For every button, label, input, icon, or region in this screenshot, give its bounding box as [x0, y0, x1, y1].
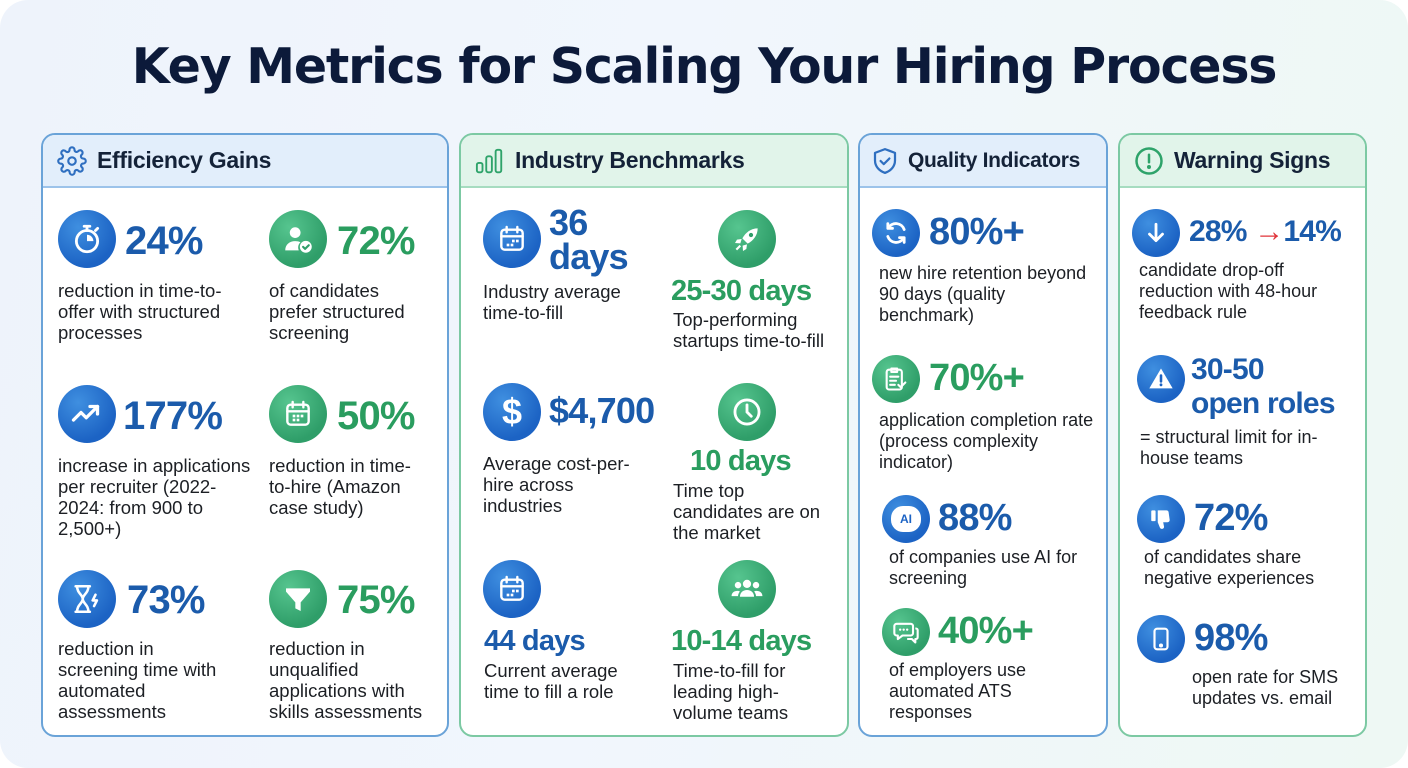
- calendar-icon: [483, 210, 541, 268]
- metric-value: 75%: [337, 578, 415, 622]
- metric-value-from: 28%: [1189, 215, 1247, 248]
- metric-description: Time-to-fill for leading high-volume tea…: [673, 660, 789, 723]
- metric-value: 72%: [1194, 497, 1268, 539]
- metric-description: open rate for SMS updates vs. email: [1192, 667, 1339, 708]
- metric-description: application completion rate (process com…: [879, 410, 1094, 472]
- metric-value-unit: open roles: [1191, 387, 1336, 420]
- clipboard-check-icon: [872, 355, 920, 403]
- panel-efficiency-gains: Efficiency Gains 24% reduction in time-t…: [41, 133, 449, 737]
- hourglass-bolt-icon: [58, 570, 116, 628]
- panel-header: Industry Benchmarks: [461, 135, 847, 188]
- shield-check-icon: [870, 146, 900, 176]
- panel-heading: Warning Signs: [1174, 147, 1331, 173]
- metric-value: 50%: [337, 394, 415, 438]
- metric-value: $4,700: [549, 390, 655, 431]
- warning-icon: [1137, 355, 1185, 403]
- calendar-icon: [483, 560, 541, 618]
- phone-icon: [1137, 615, 1185, 663]
- metric-value: 40%+: [938, 610, 1034, 652]
- metric-description: = structural limit for in-house teams: [1140, 427, 1318, 468]
- metric-description: reduction in screening time with automat…: [58, 638, 217, 722]
- metric-description: reduction in time-to-offer with structur…: [58, 280, 222, 343]
- metric-value: 28% →14%: [1189, 215, 1342, 249]
- metric-description: candidate drop-off reduction with 48-hou…: [1139, 260, 1318, 322]
- metric-description: increase in applications per recruiter (…: [58, 455, 251, 539]
- metric-description: Top-performing startups time-to-fill: [673, 309, 825, 351]
- metric-value: 80%+: [929, 211, 1025, 253]
- funnel-icon: [269, 570, 327, 628]
- page-title: Key Metrics for Scaling Your Hiring Proc…: [131, 38, 1278, 95]
- gear-icon: [57, 145, 87, 176]
- metric-description: of candidates share negative experiences: [1144, 547, 1315, 588]
- metric-value-unit: days: [549, 236, 629, 277]
- metric-description: of companies use AI for screening: [889, 547, 1078, 588]
- metric-description: Average cost-per-hire across industries: [483, 453, 630, 516]
- metric-value: 70%+: [929, 357, 1025, 399]
- metric-description: Time top candidates are on the market: [673, 480, 821, 543]
- metric-value: 10-14 days: [671, 625, 812, 657]
- metric-value: 25-30 days: [671, 275, 812, 307]
- arrow-down-icon: [1132, 209, 1180, 257]
- thumbs-down-icon: [1137, 495, 1185, 543]
- metric-value: 72%: [337, 219, 415, 263]
- metric-value: 88%: [938, 497, 1012, 539]
- metric-value: 24%: [125, 219, 203, 263]
- metric-value-to: 14%: [1283, 215, 1342, 248]
- panel-heading: Industry Benchmarks: [515, 147, 745, 173]
- metric-description: new hire retention beyond 90 days (quali…: [879, 263, 1087, 325]
- stopwatch-icon: [58, 210, 116, 268]
- metric-value: 36: [549, 202, 588, 243]
- refresh-icon: [872, 209, 920, 257]
- panel-header: Quality Indicators: [860, 135, 1106, 188]
- panel-warning-signs: Warning Signs 28% →14% candidate drop-of…: [1118, 133, 1367, 737]
- calendar-icon: [269, 385, 327, 443]
- rocket-icon: [718, 210, 776, 268]
- metric-value: 98%: [1194, 617, 1268, 659]
- alert-circle-icon: [1134, 146, 1164, 176]
- panel-heading: Efficiency Gains: [97, 147, 272, 173]
- panel-header: Efficiency Gains: [43, 135, 447, 188]
- panel-header: Warning Signs: [1120, 135, 1365, 188]
- clock-icon: [718, 383, 776, 441]
- bar-chart-icon: [475, 146, 505, 176]
- user-check-icon: [269, 210, 327, 268]
- panel-heading: Quality Indicators: [908, 148, 1080, 172]
- panel-industry-benchmarks: Industry Benchmarks 36 days Industry ave…: [459, 133, 849, 737]
- dollar-icon: $: [483, 383, 541, 441]
- panel-quality-indicators: Quality Indicators 80%+ new hire retenti…: [858, 133, 1108, 737]
- metric-value: 44 days: [484, 625, 586, 657]
- metric-description: reduction in time-to-hire (Amazon case s…: [269, 455, 411, 518]
- team-icon: [718, 560, 776, 618]
- arrow-right-icon: →: [1254, 215, 1284, 248]
- trend-up-icon: [58, 385, 116, 443]
- metric-value: 177%: [123, 394, 223, 438]
- ai-brain-icon: AI: [882, 495, 930, 543]
- metric-description: reduction in unqualified applications wi…: [269, 638, 423, 722]
- metric-description: Industry average time-to-fill: [483, 281, 621, 323]
- metric-value: 10 days: [690, 445, 792, 477]
- metric-description: of candidates prefer structured screenin…: [269, 280, 405, 343]
- metric-value: 73%: [127, 578, 205, 622]
- ai-label: AI: [900, 512, 912, 526]
- metric-description: of employers use automated ATS responses: [889, 660, 1027, 722]
- chat-icon: [882, 608, 930, 656]
- metric-value: 30-50: [1191, 353, 1265, 386]
- metric-description: Current average time to fill a role: [484, 660, 618, 702]
